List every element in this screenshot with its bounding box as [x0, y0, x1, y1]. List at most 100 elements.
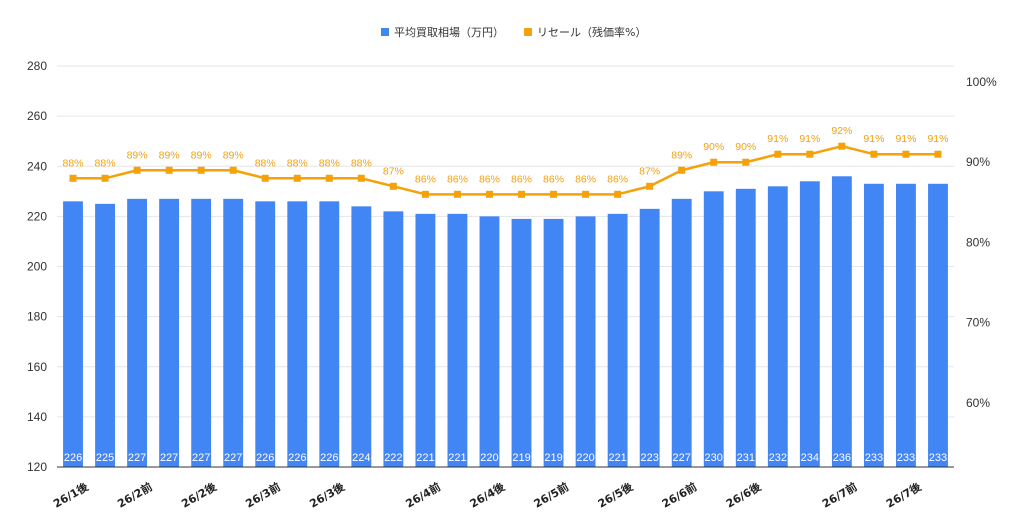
bar	[896, 183, 916, 467]
line-value-label: 90%	[735, 141, 756, 153]
line-point	[101, 174, 109, 182]
legend: 平均買取相場（万円） リセール（残価率%）	[381, 25, 646, 39]
line-point	[229, 166, 237, 174]
bar	[63, 201, 83, 467]
line-value-label: 89%	[191, 149, 212, 161]
bar	[735, 188, 756, 467]
line-value-label: 89%	[223, 149, 244, 161]
bar	[287, 201, 308, 467]
line-value-label: 89%	[159, 149, 180, 161]
line-value-label: 88%	[255, 157, 276, 169]
bar	[543, 218, 564, 467]
x-tick-label: 26/7前	[819, 479, 859, 510]
line-value-label: 91%	[767, 133, 788, 145]
y-tick-label: 200	[27, 260, 47, 274]
line-value-label: 89%	[671, 149, 692, 161]
bar-value-label: 233	[897, 452, 915, 464]
bar-value-label: 233	[929, 452, 947, 464]
bar	[928, 183, 948, 467]
x-tick-label: 26/6後	[723, 479, 764, 511]
bar-value-label: 227	[160, 452, 178, 464]
line-point	[934, 150, 942, 158]
line-point	[870, 150, 878, 158]
bar	[671, 198, 692, 468]
y2-tick-label: 90%	[966, 155, 990, 169]
line-value-label: 88%	[351, 157, 372, 169]
bar	[159, 198, 180, 468]
bar	[607, 213, 628, 467]
line-value-label: 87%	[639, 165, 660, 177]
y-tick-label: 220	[27, 209, 47, 223]
y2-tick-label: 100%	[966, 75, 997, 89]
x-tick-label: 26/6前	[659, 479, 699, 510]
resale-line	[73, 144, 938, 196]
x-tick-label: 26/4後	[467, 479, 508, 511]
line-value-label: 87%	[383, 165, 404, 177]
bar	[703, 191, 724, 467]
line-point	[774, 150, 782, 158]
x-tick-label: 26/5前	[531, 479, 571, 510]
bar	[831, 176, 852, 467]
bar	[575, 216, 596, 467]
bar	[127, 198, 148, 468]
line-point	[453, 190, 461, 198]
line-value-label: 86%	[511, 173, 532, 185]
line-point	[614, 190, 622, 198]
bar-value-label: 226	[64, 452, 82, 464]
line-point	[550, 190, 558, 198]
line-value-label: 86%	[543, 173, 564, 185]
x-tick-label: 26/4前	[403, 479, 443, 510]
bar-value-label: 236	[833, 452, 851, 464]
legend-label-line: リセール（残価率%）	[537, 25, 646, 39]
bar-value-label: 227	[128, 452, 146, 464]
line-value-label: 86%	[415, 173, 436, 185]
line-point	[197, 166, 205, 174]
y-tick-label: 140	[27, 410, 47, 424]
line-point	[69, 174, 77, 182]
y-tick-label: 120	[27, 460, 47, 474]
y-tick-label: 240	[27, 159, 47, 173]
y2-tick-label: 80%	[966, 235, 990, 249]
bar-value-label: 226	[288, 452, 306, 464]
line-point	[293, 174, 301, 182]
bar-value-label: 223	[640, 452, 658, 464]
legend-swatch-line	[524, 28, 532, 36]
x-tick-label: 26/3後	[307, 479, 348, 511]
line-value-label: 91%	[799, 133, 820, 145]
line-point	[742, 158, 750, 166]
bar-value-label: 222	[384, 452, 402, 464]
line-point	[133, 166, 141, 174]
bar	[767, 186, 788, 468]
line-value-label: 91%	[895, 133, 916, 145]
line-point	[518, 190, 526, 198]
line-value-label: 88%	[287, 157, 308, 169]
bar-value-label: 226	[256, 452, 274, 464]
line-point	[421, 190, 429, 198]
legend-swatch-bars	[381, 28, 389, 36]
line-value-label: 86%	[447, 173, 468, 185]
bar-value-label: 227	[224, 452, 242, 464]
bar	[863, 183, 884, 467]
bar-value-label: 224	[352, 452, 370, 464]
line-value-label: 89%	[127, 149, 148, 161]
line-point	[165, 166, 173, 174]
legend-label-bars: 平均買取相場（万円）	[394, 26, 504, 39]
line-point	[646, 182, 654, 190]
bar-value-label: 234	[801, 452, 819, 464]
bar	[799, 181, 820, 467]
line-series: 88% 88% 89% 89% 89% 89% 88% 88% 88% 88% 87% 86% 86% 8…	[63, 125, 948, 198]
y-tick-label: 260	[27, 109, 47, 123]
y2-tick-label: 60%	[966, 396, 990, 410]
bar-value-label: 221	[416, 452, 434, 464]
bar-value-label: 226	[320, 452, 338, 464]
y-tick-label: 280	[27, 59, 47, 73]
line-point	[261, 174, 269, 182]
line-point	[838, 142, 846, 150]
y2-tick-label: 70%	[966, 316, 990, 330]
bar	[223, 198, 244, 468]
x-tick-label: 26/2後	[179, 479, 220, 511]
bar-value-label: 219	[544, 452, 562, 464]
line-value-label: 88%	[319, 157, 340, 169]
bar-value-label: 220	[480, 452, 498, 464]
